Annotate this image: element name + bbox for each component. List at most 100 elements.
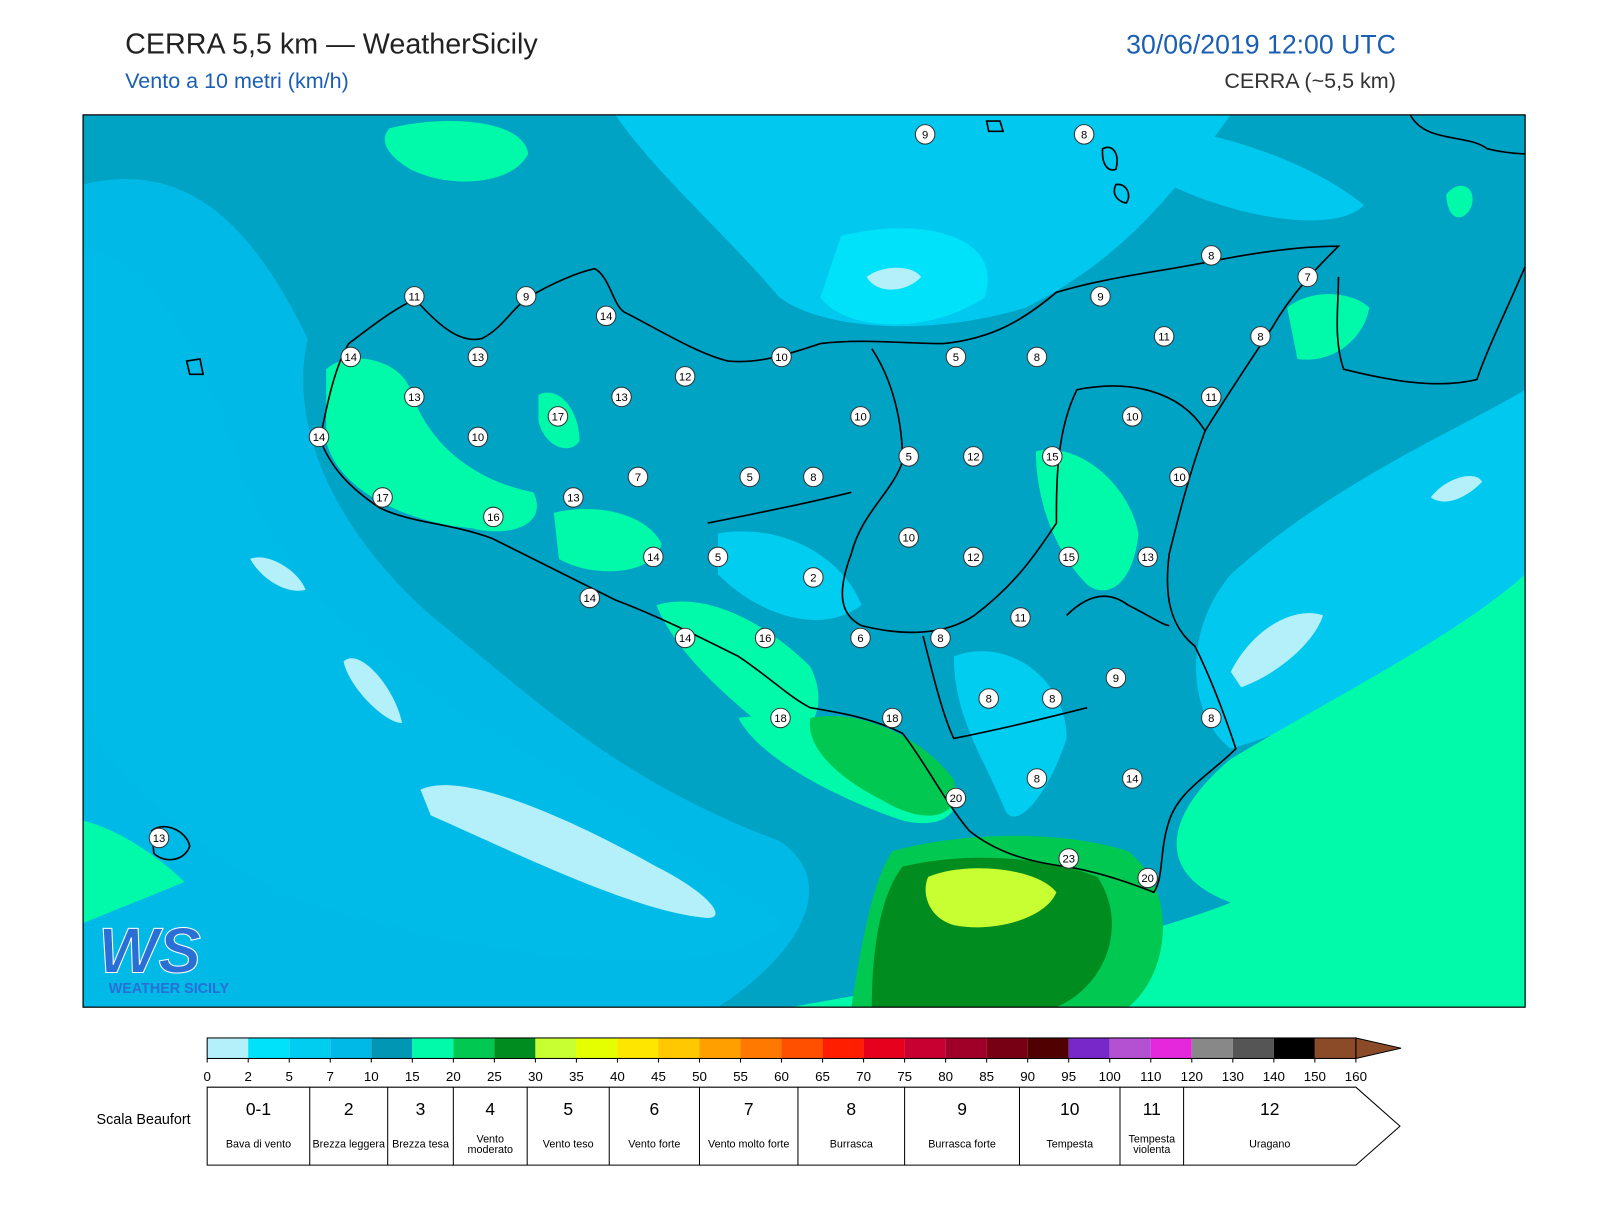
station-value: 13 xyxy=(472,352,485,364)
province-borders xyxy=(707,491,1170,740)
breeze-area xyxy=(1287,294,1370,360)
beaufort-force: 6 xyxy=(650,1099,660,1119)
station-marker xyxy=(404,286,425,307)
colorbar-arrow xyxy=(1355,1037,1402,1060)
colorbar-segment xyxy=(986,1037,1028,1059)
station-marker xyxy=(882,707,903,729)
colorbar-segment xyxy=(1191,1037,1233,1059)
station-marker xyxy=(340,346,362,368)
colorbar-segment xyxy=(576,1037,618,1059)
station-value: 12 xyxy=(679,372,692,384)
field-band xyxy=(1138,123,1365,221)
beaufort-desc: Burrasca forte xyxy=(928,1138,996,1151)
station-marker xyxy=(930,627,951,649)
strong-area xyxy=(925,868,1057,928)
colorbar-tick-label: 50 xyxy=(692,1069,707,1084)
logo: WS WEATHER SICILY xyxy=(98,915,230,997)
station-marker xyxy=(803,567,824,588)
islands xyxy=(150,120,1130,861)
colorbar-segment xyxy=(330,1037,372,1059)
station-marker xyxy=(515,286,537,307)
station-value: 14 xyxy=(679,633,692,645)
beaufort-force: 12 xyxy=(1260,1099,1279,1119)
station-marker xyxy=(945,346,967,368)
station-value: 8 xyxy=(1034,774,1040,786)
breeze-area xyxy=(789,574,1526,1008)
beaufort-desc: Brezza tesa xyxy=(392,1138,449,1151)
beaufort-desc-box: Vento forte xyxy=(628,1139,680,1150)
station-marker xyxy=(963,546,984,568)
colorbar-tick-label: 130 xyxy=(1222,1069,1244,1084)
station-value: 5 xyxy=(906,452,912,464)
station-marker xyxy=(945,787,967,809)
station-marker xyxy=(1122,406,1143,427)
station-value: 8 xyxy=(1081,129,1087,141)
station-value: 11 xyxy=(1015,613,1027,625)
colorbar-tick-label: 85 xyxy=(979,1069,994,1084)
calm-area xyxy=(1230,613,1324,688)
station-marker xyxy=(1201,245,1222,266)
colorbar-tick-label: 15 xyxy=(405,1069,420,1084)
station-marker xyxy=(898,446,919,467)
station-marker xyxy=(978,688,999,709)
title: CERRA 5,5 km — WeatherSicily xyxy=(125,28,538,60)
station-value: 8 xyxy=(937,633,943,645)
station-value: 11 xyxy=(1158,332,1170,344)
station-value: 11 xyxy=(409,292,421,304)
station-value: 14 xyxy=(1126,774,1139,786)
station-value: 17 xyxy=(376,493,389,505)
colorbar-tick-label: 30 xyxy=(528,1069,543,1084)
station-value: 13 xyxy=(1141,552,1154,564)
station-marker xyxy=(850,627,871,649)
station-value: 17 xyxy=(552,412,565,424)
beaufort-force: 8 xyxy=(846,1099,856,1119)
colorbar-segment xyxy=(371,1037,413,1059)
sicily-coast xyxy=(319,245,1341,894)
beaufort-force: 11 xyxy=(1143,1099,1161,1119)
station-value: 9 xyxy=(1113,673,1119,685)
station-marker xyxy=(1250,326,1271,347)
station-value: 9 xyxy=(1097,292,1103,304)
beaufort-desc: Uragano xyxy=(1249,1138,1291,1151)
beaufort-desc-box: Burrasca forte xyxy=(928,1138,996,1151)
beaufort-desc-box: Vento molto forte xyxy=(708,1139,789,1150)
station-marker xyxy=(1058,546,1079,568)
colorbar-tick-label: 55 xyxy=(733,1069,748,1084)
station-value: 14 xyxy=(313,432,326,444)
station-value: 8 xyxy=(1208,713,1214,725)
colorbar-tick-label: 100 xyxy=(1099,1069,1121,1084)
station-value: 16 xyxy=(759,633,772,645)
colorbar-tick-label: 140 xyxy=(1263,1069,1285,1084)
station-value: 5 xyxy=(747,472,753,484)
station-marker xyxy=(770,707,791,729)
station-marker xyxy=(1042,688,1063,709)
colorbar-segment xyxy=(699,1037,741,1059)
station-marker xyxy=(308,426,330,448)
calabria-coast xyxy=(1336,114,1526,385)
station-marker xyxy=(850,406,871,427)
colorbar-segment xyxy=(248,1037,290,1059)
field-band xyxy=(83,246,780,961)
colorbar-tick-label: 2 xyxy=(244,1069,251,1084)
colorbar-tick-label: 150 xyxy=(1304,1069,1326,1084)
beaufort-force: 7 xyxy=(744,1099,754,1119)
station-marker xyxy=(1297,266,1318,288)
colorbar-segment xyxy=(617,1037,659,1059)
logo-letters: WS xyxy=(98,915,200,986)
station-value: 13 xyxy=(567,493,580,505)
map-frame xyxy=(82,114,1526,1008)
station-value: 5 xyxy=(953,352,959,364)
province-borders xyxy=(841,348,1206,634)
station-marker xyxy=(595,305,617,327)
datetime: 30/06/2019 12:00 UTC xyxy=(1126,29,1396,59)
station-value: 14 xyxy=(345,352,358,364)
colorbar-segment xyxy=(822,1037,864,1059)
station-value: 10 xyxy=(775,352,788,364)
breeze-area xyxy=(1035,449,1139,591)
station-marker xyxy=(739,466,760,488)
breeze-area xyxy=(553,508,662,572)
calm-area xyxy=(250,557,306,591)
station-value: 11 xyxy=(1205,392,1217,404)
station-value: 12 xyxy=(967,552,980,564)
